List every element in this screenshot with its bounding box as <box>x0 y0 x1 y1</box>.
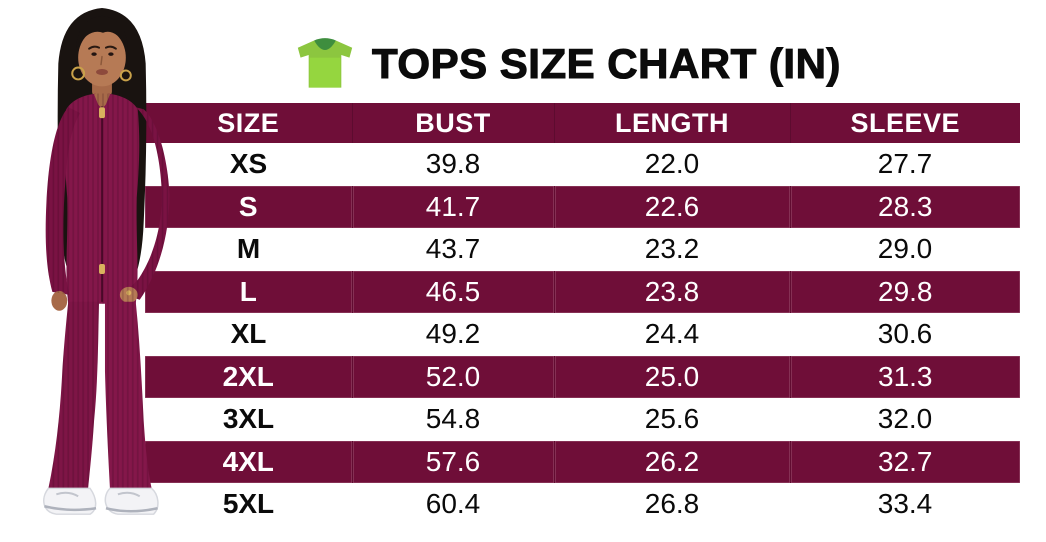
cell-size: M <box>145 228 352 271</box>
cell-bust: 60.4 <box>352 483 554 526</box>
cell-size: XS <box>145 143 352 186</box>
tshirt-icon <box>297 38 353 88</box>
cell-length: 22.0 <box>554 143 790 186</box>
cell-bust: 57.6 <box>352 440 555 483</box>
table-row: 2XL 52.0 25.0 31.3 <box>145 355 1020 398</box>
header-size: SIZE <box>145 103 353 143</box>
cell-size: XL <box>145 313 352 356</box>
cell-bust: 46.5 <box>352 270 555 313</box>
cell-sleeve: 30.6 <box>790 313 1020 356</box>
table-row: XL 49.2 24.4 30.6 <box>145 313 1020 356</box>
cell-bust: 41.7 <box>352 185 555 228</box>
cell-length: 25.0 <box>554 355 791 398</box>
header-sleeve: SLEEVE <box>790 103 1020 143</box>
table-row: 3XL 54.8 25.6 32.0 <box>145 398 1020 441</box>
cell-bust: 43.7 <box>352 228 554 271</box>
cell-sleeve: 32.0 <box>790 398 1020 441</box>
cell-sleeve: 33.4 <box>790 483 1020 526</box>
size-table: SIZE BUST LENGTH SLEEVE XS 39.8 22.0 27.… <box>145 103 1020 526</box>
table-row: L 46.5 23.8 29.8 <box>145 270 1020 313</box>
cell-sleeve: 31.3 <box>790 355 1020 398</box>
header-bust: BUST <box>352 103 555 143</box>
cell-size: L <box>145 270 353 313</box>
cell-sleeve: 29.8 <box>790 270 1020 313</box>
cell-size: S <box>145 185 353 228</box>
cell-size: 4XL <box>145 440 353 483</box>
table-row: XS 39.8 22.0 27.7 <box>145 143 1020 186</box>
cell-bust: 54.8 <box>352 398 554 441</box>
table-row: M 43.7 23.2 29.0 <box>145 228 1020 271</box>
cell-length: 25.6 <box>554 398 790 441</box>
cell-sleeve: 32.7 <box>790 440 1020 483</box>
cell-length: 26.2 <box>554 440 791 483</box>
cell-sleeve: 28.3 <box>790 185 1020 228</box>
table-row: 4XL 57.6 26.2 32.7 <box>145 440 1020 483</box>
cell-size: 3XL <box>145 398 352 441</box>
page-title: TOPS SIZE CHART (IN) <box>371 40 841 87</box>
model-image <box>43 7 170 515</box>
header-length: LENGTH <box>554 103 791 143</box>
cell-size: 5XL <box>145 483 352 526</box>
cell-bust: 39.8 <box>352 143 554 186</box>
cell-length: 22.6 <box>554 185 791 228</box>
cell-bust: 52.0 <box>352 355 555 398</box>
cell-bust: 49.2 <box>352 313 554 356</box>
title-row: TOPS SIZE CHART (IN) <box>296 34 841 94</box>
header-row: SIZE BUST LENGTH SLEEVE <box>145 103 1020 143</box>
cell-length: 23.8 <box>554 270 791 313</box>
cell-length: 23.2 <box>554 228 790 271</box>
cell-length: 24.4 <box>554 313 790 356</box>
cell-length: 26.8 <box>554 483 790 526</box>
cell-sleeve: 27.7 <box>790 143 1020 186</box>
cell-sleeve: 29.0 <box>790 228 1020 271</box>
cell-size: 2XL <box>145 355 353 398</box>
size-table-wrap: SIZE BUST LENGTH SLEEVE XS 39.8 22.0 27.… <box>145 103 1020 526</box>
table-row: S 41.7 22.6 28.3 <box>145 185 1020 228</box>
table-row: 5XL 60.4 26.8 33.4 <box>145 483 1020 526</box>
